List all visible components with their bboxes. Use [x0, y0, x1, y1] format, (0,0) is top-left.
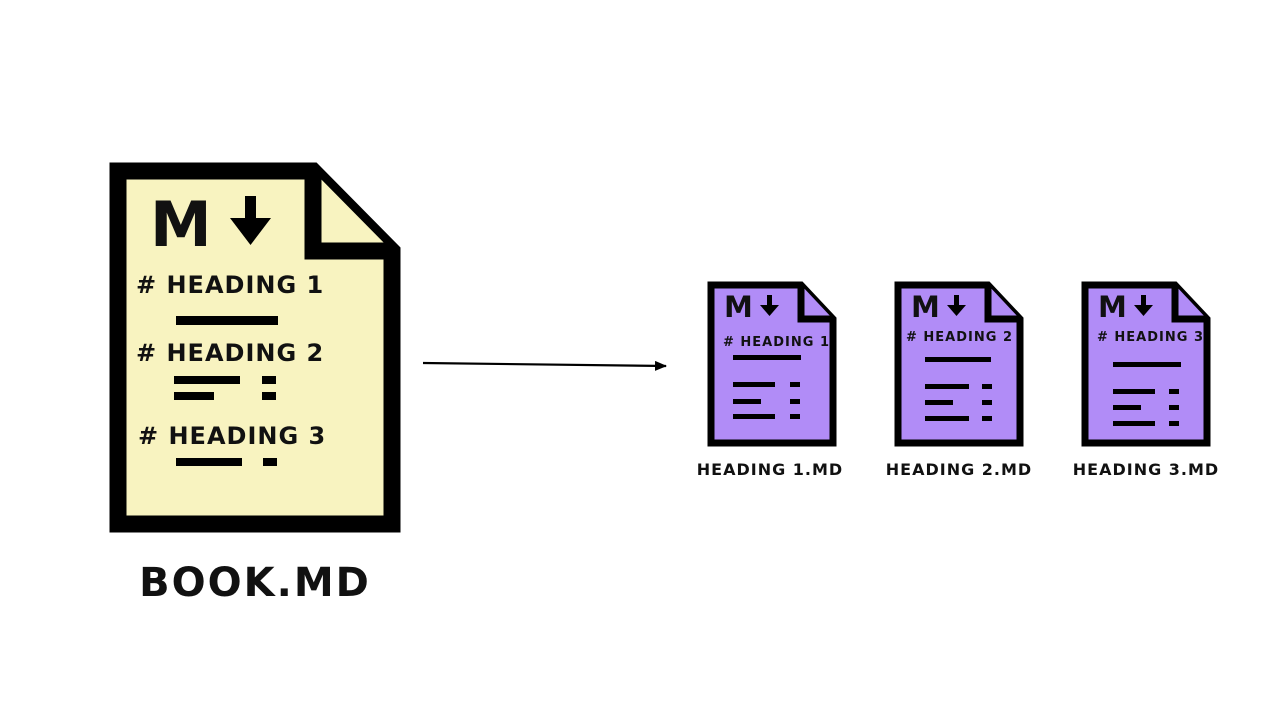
content-line — [790, 382, 800, 387]
content-line — [1169, 421, 1179, 426]
arrow-down-icon — [1134, 295, 1153, 316]
markdown-logo: M — [150, 188, 271, 261]
book-heading-1: # HEADING 1 — [136, 271, 324, 299]
content-line — [790, 414, 800, 419]
content-line — [176, 458, 242, 466]
content-line — [263, 458, 277, 466]
content-line — [733, 382, 775, 387]
arrow-right-icon — [422, 360, 667, 371]
output-page-fold — [984, 285, 1020, 323]
content-line — [925, 400, 953, 405]
content-line — [982, 416, 992, 421]
content-line — [1169, 389, 1179, 394]
output-page-fold — [797, 285, 833, 323]
content-line — [1113, 421, 1155, 426]
content-line — [262, 376, 276, 384]
content-line — [925, 416, 969, 421]
markdown-m-letter: M — [1098, 290, 1128, 324]
heading-3-md-document-icon: M # HEADING 3 — [1081, 281, 1211, 447]
content-line — [982, 400, 992, 405]
output-heading-3: # HEADING 3 — [1097, 330, 1204, 345]
content-line — [176, 316, 278, 325]
content-line — [1169, 405, 1179, 410]
arrow-down-icon — [947, 295, 966, 316]
markdown-m-letter: M — [724, 290, 754, 324]
content-line — [733, 399, 761, 404]
content-line — [174, 376, 240, 384]
markdown-m-letter: M — [911, 290, 941, 324]
book-page-fold — [304, 171, 392, 260]
heading-1-filename-label: HEADING 1.MD — [696, 460, 844, 479]
content-line — [733, 414, 775, 419]
output-heading-2: # HEADING 2 — [906, 330, 1013, 345]
heading-2-md-document-icon: M # HEADING 2 — [894, 281, 1024, 447]
heading-2-filename-label: HEADING 2.MD — [885, 460, 1033, 479]
book-heading-3: # HEADING 3 — [138, 422, 326, 450]
output-heading-1: # HEADING 1 — [723, 335, 830, 350]
arrow-down-icon — [230, 196, 271, 245]
content-line — [790, 399, 800, 404]
content-line — [1113, 362, 1181, 367]
heading-3-filename-label: HEADING 3.MD — [1072, 460, 1220, 479]
book-heading-2: # HEADING 2 — [136, 339, 324, 367]
content-line — [733, 355, 801, 360]
content-line — [1113, 405, 1141, 410]
content-line — [925, 384, 969, 389]
output-page-fold — [1171, 285, 1207, 323]
markdown-m-letter: M — [150, 188, 213, 261]
book-filename-label: BOOK.MD — [139, 560, 371, 606]
arrow-down-icon — [760, 295, 779, 316]
content-line — [982, 384, 992, 389]
content-line — [262, 392, 276, 400]
heading-1-md-document-icon: M # HEADING 1 — [707, 281, 837, 447]
content-line — [174, 392, 214, 400]
content-line — [1113, 389, 1155, 394]
content-line — [925, 357, 991, 362]
book-md-document-icon: M # HEADING 1 # HEADING 2 # HEADING 3 — [109, 162, 401, 533]
